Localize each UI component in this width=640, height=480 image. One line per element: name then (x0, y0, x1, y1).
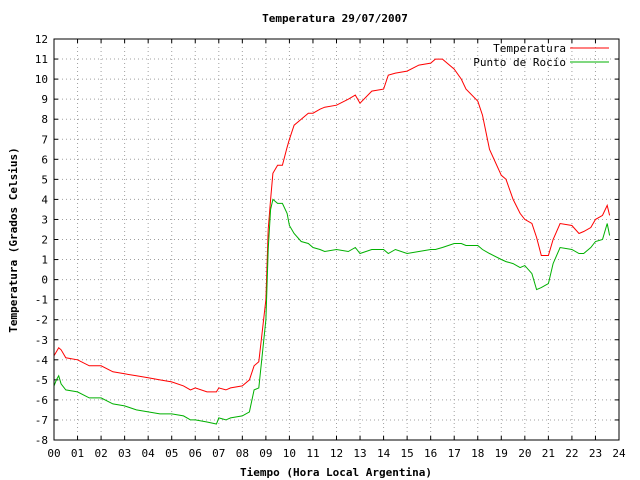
x-tick-label: 07 (212, 447, 225, 460)
x-tick-label: 16 (424, 447, 437, 460)
x-tick-label: 18 (471, 447, 484, 460)
y-tick-label: 6 (41, 153, 48, 166)
y-tick-label: -8 (35, 434, 48, 447)
series-line-temperatura (53, 58, 611, 393)
x-tick-label: 05 (165, 447, 178, 460)
x-tick-label: 01 (71, 447, 84, 460)
y-tick-label: -4 (35, 354, 49, 367)
y-tick-label: 9 (41, 93, 48, 106)
y-tick-label: -2 (35, 314, 48, 327)
series-line-punto-de-rocio (53, 198, 611, 425)
x-tick-label: 13 (353, 447, 366, 460)
y-tick-label: 2 (41, 234, 48, 247)
x-tick-label: 21 (542, 447, 555, 460)
y-tick-label: 11 (35, 53, 48, 66)
x-tick-label: 20 (518, 447, 531, 460)
x-tick-label: 04 (142, 447, 156, 460)
y-tick-label: 4 (41, 193, 48, 206)
x-tick-label: 19 (495, 447, 508, 460)
y-tick-label: 12 (35, 33, 48, 46)
x-tick-label: 00 (47, 447, 60, 460)
x-tick-label: 24 (612, 447, 626, 460)
y-tick-label: 3 (41, 213, 48, 226)
x-axis-label: Tiempo (Hora Local Argentina) (240, 466, 432, 479)
x-tick-label: 11 (306, 447, 319, 460)
series-lines (53, 58, 611, 425)
chart-title: Temperatura 29/07/2007 (262, 12, 408, 25)
x-tick-label: 14 (377, 447, 391, 460)
y-tick-label: 1 (41, 254, 48, 267)
y-tick-label: 7 (41, 133, 48, 146)
x-tick-label: 09 (259, 447, 272, 460)
x-tick-label: 10 (283, 447, 296, 460)
plot-border (53, 38, 620, 441)
y-tick-label: 0 (41, 274, 48, 287)
x-tick-label: 22 (565, 447, 578, 460)
y-tick-label: -6 (35, 394, 48, 407)
y-tick-label: 8 (41, 113, 48, 126)
y-tick-label: -5 (35, 374, 48, 387)
x-tick-label: 12 (330, 447, 343, 460)
x-tick-label: 17 (448, 447, 461, 460)
x-axis-ticks: 00 01 02 03 04 05 06 07 08 09 10 11 12 13 14 15 16 17 18 19… (47, 39, 626, 460)
y-tick-label: 10 (35, 73, 48, 86)
legend-label-punto-de-rocio: Punto de Rocío (473, 56, 566, 69)
y-tick-label: -3 (35, 334, 48, 347)
x-tick-label: 08 (236, 447, 249, 460)
legend-label-temperatura: Temperatura (493, 42, 566, 55)
x-tick-label: 02 (94, 447, 107, 460)
x-tick-label: 23 (589, 447, 602, 460)
y-tick-label: -1 (35, 294, 48, 307)
x-tick-label: 06 (189, 447, 202, 460)
y-tick-label: -7 (35, 414, 48, 427)
legend: Temperatura Punto de Rocío (473, 42, 609, 69)
x-tick-label: 03 (118, 447, 131, 460)
y-tick-label: 5 (41, 173, 48, 186)
grid (54, 39, 619, 440)
y-axis-label: Temperatura (Grados Celsius) (7, 147, 20, 332)
x-tick-label: 15 (401, 447, 414, 460)
